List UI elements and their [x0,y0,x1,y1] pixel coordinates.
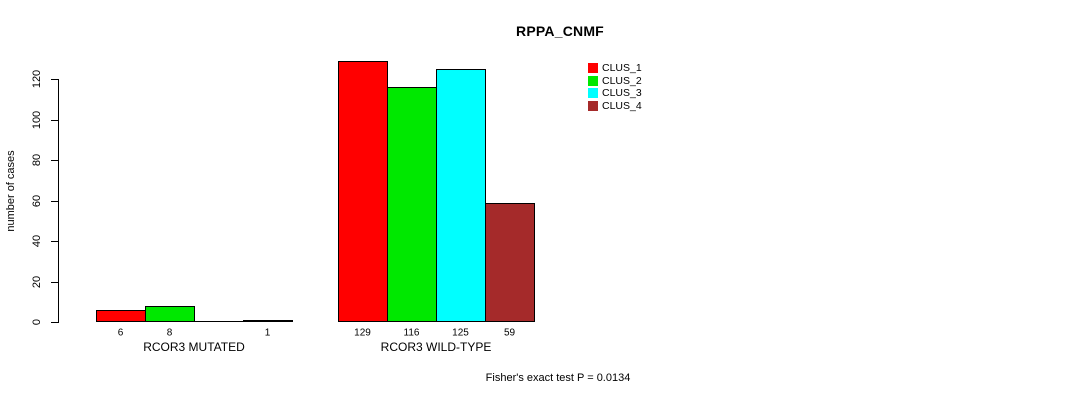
bar-value-label: 129 [354,327,371,339]
bar-value-label: 116 [403,327,420,339]
bar-value-label: 8 [166,327,173,339]
y-axis-line [58,79,59,323]
legend-swatch-icon [588,75,598,86]
group-label: RCOR3 MUTATED [143,340,245,354]
legend-row: CLUS_3 [588,88,642,98]
y-axis-tick-label: 60 [31,194,43,208]
bar-value-label: 1 [264,327,271,339]
y-axis-tick-label: 80 [31,153,43,167]
y-axis-tick-label: 40 [31,234,43,248]
y-axis-tick [51,241,58,242]
legend-row: CLUS_4 [588,99,642,112]
legend-swatch-icon [588,100,598,111]
legend-row: CLUS_1 [588,63,642,73]
bar-clus_1 [96,310,146,322]
chart-title: RPPA_CNMF [516,23,604,39]
bar-clus_4 [485,203,535,322]
y-axis-label: number of cases [5,150,17,232]
bar-clus_3 [436,69,486,322]
legend-swatch-icon [588,88,598,98]
legend-row: CLUS_2 [588,74,642,87]
bar-value-label: 125 [452,327,469,339]
y-axis-tick [51,282,58,283]
legend-label: CLUS_1 [602,62,642,74]
bar-value-label: 59 [503,327,516,339]
y-axis-tick [51,120,58,121]
legend-label: CLUS_4 [602,99,642,112]
bar-clus_4 [243,320,293,322]
y-axis-tick-label: 0 [31,318,43,326]
legend-label: CLUS_2 [602,74,642,87]
legend: CLUS_1 CLUS_2 CLUS_3 CLUS_4 [588,63,642,113]
legend-swatch-icon [588,63,598,73]
y-axis-tick [51,322,58,323]
y-axis-tick [51,160,58,161]
stat-annotation: Fisher's exact test P = 0.0134 [485,372,631,384]
y-axis-tick [51,201,58,202]
legend-label: CLUS_3 [602,87,642,99]
bar-clus_1 [338,61,388,322]
y-axis-tick [51,79,58,80]
y-axis-tick-label: 120 [31,69,43,89]
bar-value-label: 6 [117,327,124,339]
bar-clus_2 [387,87,437,322]
y-axis-tick-label: 20 [31,275,43,289]
group-label: RCOR3 WILD-TYPE [380,340,492,354]
y-axis-tick-label: 100 [31,110,43,130]
bar-clus_2 [145,306,195,322]
